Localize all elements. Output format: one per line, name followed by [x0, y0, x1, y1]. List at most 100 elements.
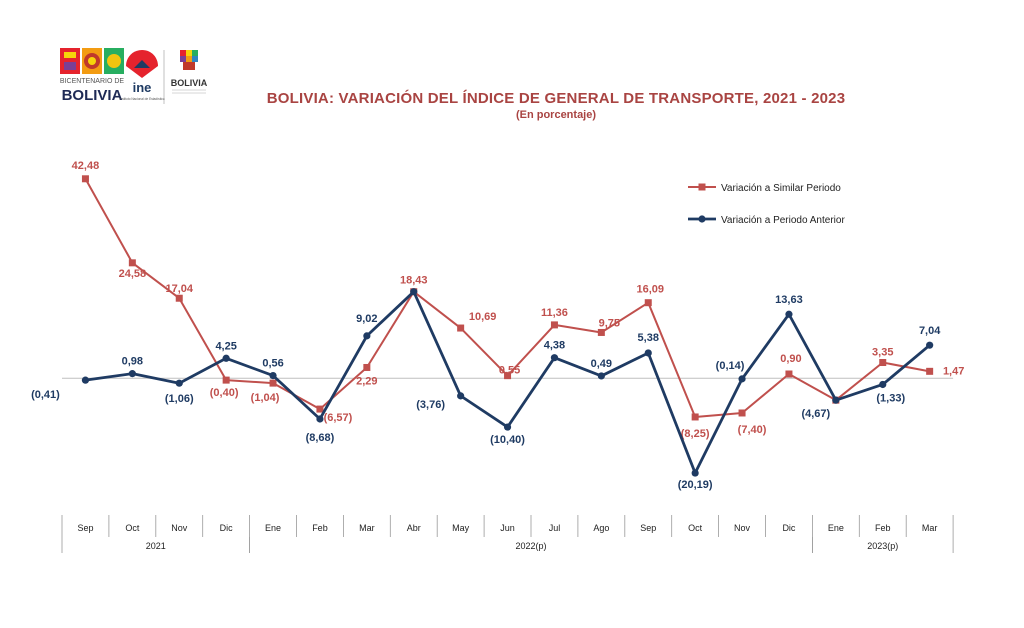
point-periodo-anterior — [926, 341, 934, 349]
point-similar-periodo — [879, 359, 887, 367]
data-label-similar-periodo: 11,36 — [541, 307, 568, 319]
data-label-similar-periodo: 16,09 — [636, 284, 664, 296]
x-tick-label-abr: Abr — [407, 523, 421, 533]
point-similar-periodo — [550, 321, 558, 329]
estado-name: BOLIVIA — [171, 78, 208, 88]
legend-label-similar-periodo: Variación a Similar Periodo — [721, 183, 841, 194]
point-similar-periodo — [597, 328, 605, 336]
ine-label: ine — [133, 80, 152, 95]
x-tick-label-ene: Ene — [828, 523, 844, 533]
point-periodo-anterior — [410, 288, 418, 296]
point-similar-periodo — [316, 405, 324, 413]
data-label-similar-periodo: 3,35 — [872, 347, 893, 359]
data-label-similar-periodo: (6,57) — [324, 412, 353, 424]
point-periodo-anterior — [503, 423, 512, 431]
x-tick-label-jun: Jun — [500, 523, 515, 533]
point-similar-periodo — [457, 324, 465, 332]
bicentenario-label: BICENTENARIO DE — [60, 78, 125, 85]
data-label-periodo-anterior: (0,41) — [31, 389, 60, 401]
point-periodo-anterior — [644, 349, 652, 357]
point-similar-periodo — [175, 294, 183, 302]
data-label-similar-periodo: 2,29 — [356, 375, 377, 387]
data-label-similar-periodo: 42,48 — [72, 160, 100, 172]
point-similar-periodo — [738, 409, 746, 417]
point-similar-periodo — [222, 376, 230, 384]
point-periodo-anterior — [691, 469, 699, 477]
point-periodo-anterior — [457, 392, 465, 400]
data-label-periodo-anterior: 4,25 — [215, 340, 236, 352]
point-similar-periodo — [926, 367, 934, 375]
x-tick-label-feb: Feb — [312, 523, 328, 533]
point-periodo-anterior — [175, 379, 183, 387]
bicentenario-logo: BICENTENARIO DE BOLIVIA — [60, 48, 125, 104]
point-periodo-anterior — [550, 354, 559, 362]
point-periodo-anterior — [785, 310, 793, 318]
data-label-periodo-anterior: 4,38 — [544, 340, 565, 352]
year-group-label: 2021 — [146, 541, 166, 551]
data-label-similar-periodo: 9,75 — [599, 317, 620, 329]
x-tick-label-ago: Ago — [593, 523, 609, 533]
logos-group: BICENTENARIO DE BOLIVIA ine Instituto Na… — [60, 48, 208, 104]
point-periodo-anterior — [269, 372, 277, 380]
legend-marker-similar-periodo — [698, 183, 706, 191]
x-tick-label-sep: Sep — [77, 523, 93, 533]
ine-logo: ine Instituto Nacional de Estadística — [119, 50, 165, 101]
point-similar-periodo — [644, 299, 652, 307]
chart-title: BOLIVIA: VARIACIÓN DEL ÍNDICE DE GENERAL… — [266, 90, 846, 107]
data-label-periodo-anterior: (1,06) — [165, 393, 194, 405]
data-label-periodo-anterior: (10,40) — [490, 434, 525, 446]
data-label-periodo-anterior: (3,76) — [416, 399, 445, 411]
data-label-periodo-anterior: 0,98 — [122, 356, 143, 368]
data-label-periodo-anterior: (8,68) — [306, 432, 335, 444]
x-tick-label-oct: Oct — [125, 523, 140, 533]
data-label-similar-periodo: 17,04 — [165, 283, 193, 295]
data-label-similar-periodo: (8,25) — [681, 428, 710, 440]
x-tick-label-may: May — [452, 523, 470, 533]
point-periodo-anterior — [363, 332, 371, 340]
year-group-label: 2022(p) — [515, 541, 546, 551]
data-label-similar-periodo: (7,40) — [738, 424, 767, 436]
ine-caption: Instituto Nacional de Estadística — [119, 97, 165, 101]
data-label-similar-periodo: (0,40) — [210, 387, 239, 399]
x-tick-label-feb: Feb — [875, 523, 891, 533]
data-label-periodo-anterior: 0,56 — [262, 358, 283, 370]
chart-subtitle: (En porcentaje) — [515, 109, 597, 121]
point-similar-periodo — [81, 175, 89, 183]
point-similar-periodo — [269, 379, 277, 387]
x-tick-label-jul: Jul — [549, 523, 561, 533]
data-label-periodo-anterior: 9,02 — [356, 313, 377, 325]
data-label-periodo-anterior: 5,38 — [638, 332, 659, 344]
x-tick-label-dic: Dic — [220, 523, 233, 533]
data-label-periodo-anterior: (20,19) — [678, 479, 713, 491]
data-label-periodo-anterior: 13,63 — [775, 294, 803, 306]
data-label-periodo-anterior: 0,49 — [591, 358, 612, 370]
data-label-similar-periodo: (1,04) — [251, 392, 280, 404]
x-tick-label-sep: Sep — [640, 523, 656, 533]
point-similar-periodo — [363, 363, 371, 371]
data-label-similar-periodo: 0,90 — [780, 353, 801, 365]
data-label-similar-periodo: 18,43 — [400, 275, 428, 287]
data-label-periodo-anterior: (4,67) — [801, 408, 830, 420]
x-tick-label-ene: Ene — [265, 523, 281, 533]
data-label-similar-periodo: 24,58 — [119, 268, 147, 280]
point-periodo-anterior — [832, 396, 840, 404]
data-label-periodo-anterior: 7,04 — [919, 325, 941, 337]
point-similar-periodo — [504, 372, 512, 380]
point-similar-periodo — [785, 370, 793, 378]
point-periodo-anterior — [597, 372, 605, 380]
x-tick-label-mar: Mar — [359, 523, 375, 533]
point-similar-periodo — [128, 259, 136, 267]
estado-plurinacional-logo: BOLIVIA — [171, 50, 208, 94]
point-periodo-anterior — [316, 415, 324, 423]
x-tick-label-dic: Dic — [782, 523, 795, 533]
x-tick-label-nov: Nov — [171, 523, 188, 533]
point-similar-periodo — [691, 413, 699, 421]
bicentenario-name: BOLIVIA — [62, 87, 123, 104]
point-periodo-anterior — [81, 376, 90, 384]
x-tick-label-nov: Nov — [734, 523, 751, 533]
x-tick-label-oct: Oct — [688, 523, 703, 533]
legend-marker-periodo-anterior — [698, 215, 706, 223]
data-label-similar-periodo: 1,47 — [943, 365, 964, 377]
data-label-similar-periodo: 10,69 — [469, 311, 497, 323]
